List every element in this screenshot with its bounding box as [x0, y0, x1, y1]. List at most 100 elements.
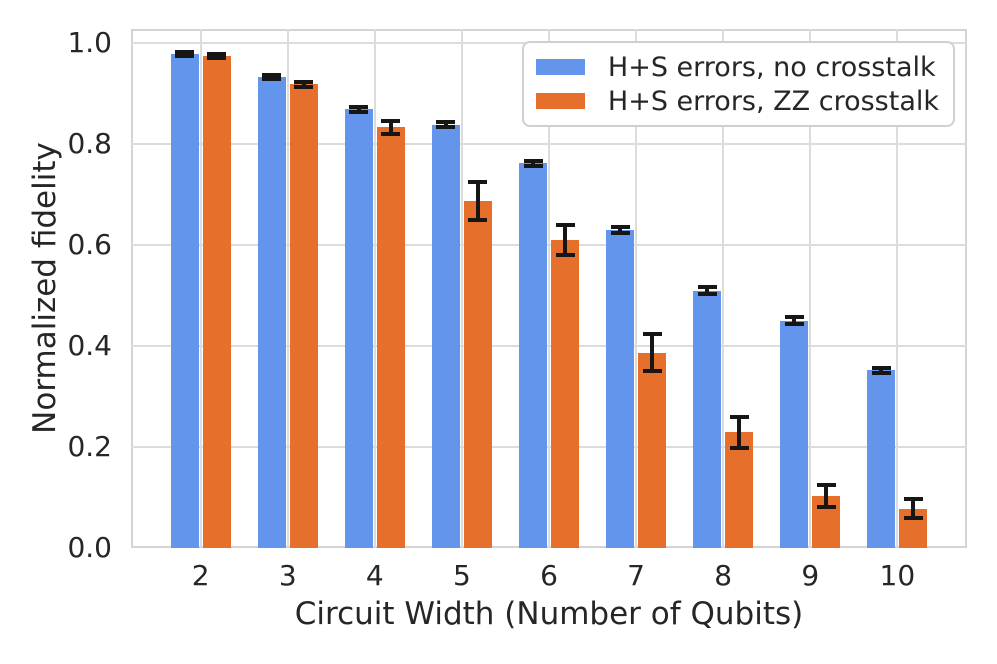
y-tick-label: 0.6 [67, 228, 112, 262]
bar-zz-crosstalk [638, 352, 667, 548]
error-bar-cap [697, 285, 717, 290]
error-bar [618, 226, 623, 233]
error-bar-cap [729, 445, 749, 450]
bar-zz-crosstalk [725, 432, 754, 548]
error-bar-cap [816, 482, 836, 487]
x-tick-label: 3 [278, 559, 297, 592]
error-bar-cap [871, 365, 891, 370]
error-bar-cap [697, 291, 717, 296]
error-bar-cap [871, 370, 891, 375]
legend-label: H+S errors, no crosstalk [607, 51, 936, 83]
legend: H+S errors, no crosstalk H+S errors, ZZ … [521, 41, 955, 127]
x-tick-label: 6 [540, 559, 558, 592]
error-bar-cap [555, 222, 575, 227]
error-bar-cap [294, 79, 314, 84]
bar-no-crosstalk [170, 54, 199, 548]
bar-no-crosstalk [780, 320, 809, 548]
error-bar-cap [175, 54, 195, 59]
error-bar-cap [523, 163, 543, 168]
y-tick-label: 0.0 [67, 531, 112, 564]
bar-no-crosstalk [344, 109, 373, 548]
x-axis-title: Circuit Width (Number of Qubits) [294, 596, 804, 632]
x-tick-label: 5 [452, 559, 471, 592]
x-gridline [373, 29, 376, 548]
bar-zz-crosstalk [376, 127, 405, 548]
error-bar-cap [436, 125, 456, 130]
x-gridline [896, 29, 899, 548]
error-bar [792, 317, 797, 325]
x-gridline [635, 29, 638, 548]
y-tick-label: 1.0 [67, 26, 112, 60]
legend-swatch [535, 59, 585, 75]
error-bar [650, 333, 655, 372]
bar-zz-crosstalk [289, 84, 318, 548]
y-tick-label: 0.4 [67, 329, 112, 363]
bar-zz-crosstalk [463, 201, 492, 548]
error-bar [531, 160, 535, 166]
x-tick-label: 7 [627, 559, 645, 592]
x-tick-label: 4 [365, 559, 384, 592]
error-bar [356, 106, 361, 112]
error-bar-cap [262, 77, 282, 82]
bar-zz-crosstalk [202, 56, 231, 548]
bar-no-crosstalk [693, 290, 722, 548]
error-bar [214, 54, 219, 59]
legend-swatch [535, 93, 585, 109]
x-tick-label: 10 [879, 559, 916, 592]
legend-row: H+S errors, no crosstalk [535, 50, 939, 84]
error-bar [475, 182, 480, 220]
bar-no-crosstalk [867, 370, 896, 548]
error-bar-cap [207, 52, 227, 57]
x-gridline [548, 29, 550, 548]
error-bar-cap [642, 331, 662, 336]
error-bar [911, 499, 916, 519]
error-bar-cap [381, 132, 401, 136]
error-bar [182, 52, 187, 57]
error-bar-cap [381, 118, 401, 123]
error-bar-cap [349, 109, 369, 114]
error-bar-cap [610, 230, 630, 235]
bar-zz-crosstalk [551, 240, 579, 548]
error-bar-cap [294, 84, 314, 89]
x-gridline [809, 29, 812, 548]
error-bar-cap [610, 224, 630, 229]
x-gridline [460, 29, 463, 548]
error-bar-cap [729, 415, 749, 420]
bar-no-crosstalk [431, 124, 460, 548]
error-bar-cap [175, 50, 195, 55]
error-bar-cap [207, 56, 227, 61]
bar-no-crosstalk [606, 229, 635, 548]
error-bar [301, 81, 306, 87]
x-tick-label: 8 [714, 559, 733, 592]
error-bar [563, 224, 567, 256]
bar-no-crosstalk [519, 163, 547, 548]
error-bar [443, 122, 448, 128]
error-bar-cap [903, 497, 923, 502]
error-bar [879, 367, 884, 373]
error-bar-cap [523, 158, 543, 163]
error-bar-cap [468, 217, 488, 222]
x-gridline [722, 29, 725, 548]
error-bar [737, 417, 742, 448]
error-bar-cap [903, 516, 923, 521]
bar-no-crosstalk [257, 77, 286, 548]
error-bar-cap [784, 322, 804, 327]
error-bar-cap [262, 73, 282, 78]
x-tick-label: 9 [801, 559, 820, 592]
y-tick-label: 0.8 [67, 127, 112, 161]
error-bar-cap [349, 104, 369, 109]
error-bar-cap [555, 253, 575, 258]
y-tick-label: 0.2 [67, 430, 112, 464]
x-gridline [286, 29, 289, 548]
error-bar [269, 75, 274, 80]
y-axis-title: Normalized fidelity [27, 142, 63, 434]
error-bar-cap [468, 180, 488, 185]
error-bar [388, 120, 393, 134]
plot-area: H+S errors, no crosstalk H+S errors, ZZ … [131, 29, 967, 548]
error-bar-cap [816, 505, 836, 510]
error-bar [705, 287, 710, 294]
error-bar-cap [436, 120, 456, 125]
error-bar-cap [642, 369, 662, 374]
x-tick-label: 2 [191, 559, 210, 592]
